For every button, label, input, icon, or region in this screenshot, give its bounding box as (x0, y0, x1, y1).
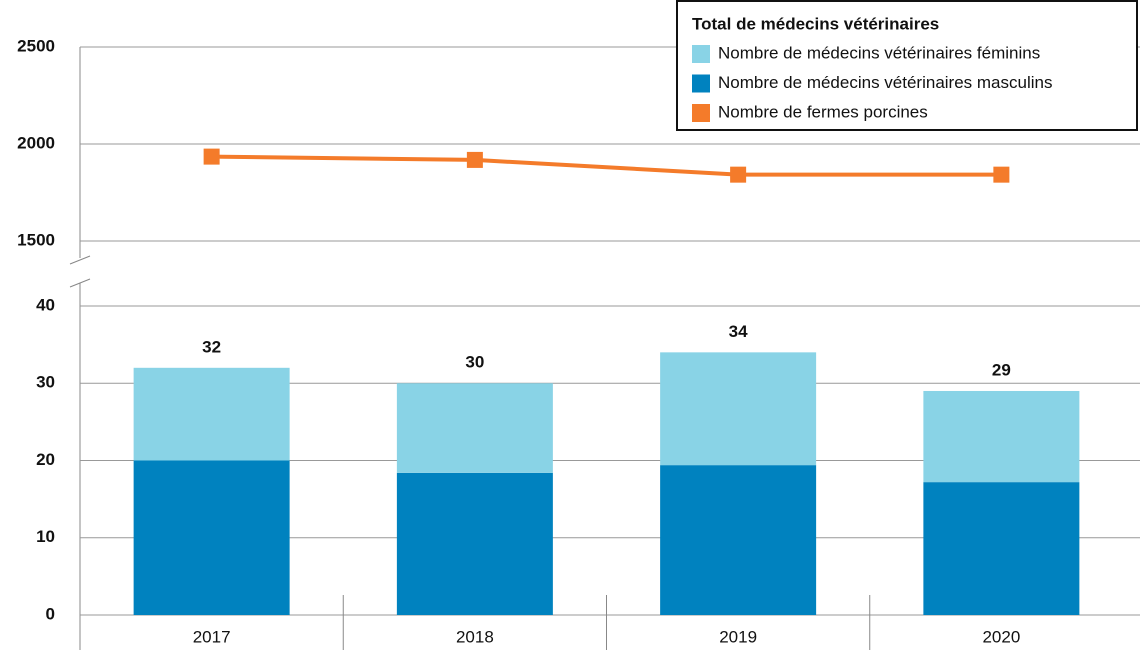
total-label: 29 (992, 360, 1011, 379)
bar-segment (396, 472, 553, 615)
legend-label: Nombre de médecins vétérinaires féminins (718, 43, 1040, 62)
y2-tick-label: 2500 (17, 36, 55, 55)
legend-label: Nombre de médecins vétérinaires masculin… (718, 73, 1052, 92)
x-tick-label: 2018 (456, 627, 494, 646)
y2-tick-label: 1500 (17, 230, 55, 249)
axis-break (69, 255, 91, 265)
line-marker (993, 166, 1010, 183)
x-tick-label: 2020 (982, 627, 1020, 646)
x-tick-label: 2017 (193, 627, 231, 646)
total-label: 32 (202, 337, 221, 356)
y2-tick-label: 2000 (17, 133, 55, 152)
line (211, 154, 1002, 177)
bar-segment (923, 482, 1080, 615)
legend-title: Total de médecins vétérinaires (692, 14, 939, 33)
legend-swatch (692, 74, 710, 93)
legend-swatch (692, 104, 710, 122)
axis-break (69, 278, 91, 288)
y-tick-label: 40 (36, 295, 55, 314)
y-tick-label: 10 (36, 527, 55, 546)
line-marker (203, 148, 220, 165)
legend-box (676, 0, 1138, 131)
total-label: 30 (465, 353, 484, 372)
y-tick-label: 0 (46, 604, 55, 623)
y-tick-label: 30 (36, 373, 55, 392)
legend-label: Nombre de fermes porcines (718, 102, 928, 121)
bar-segment (133, 460, 290, 615)
bar-segment (396, 383, 553, 473)
bar-segment (923, 390, 1080, 483)
y-tick-label: 20 (36, 450, 55, 469)
line-marker (466, 151, 483, 168)
legend-swatch (692, 45, 710, 63)
bar-segment (660, 352, 817, 466)
total-label: 34 (729, 322, 748, 341)
line-marker (730, 166, 747, 183)
bar-segment (660, 465, 817, 615)
x-tick-label: 2019 (719, 627, 757, 646)
bar-segment (133, 367, 290, 461)
